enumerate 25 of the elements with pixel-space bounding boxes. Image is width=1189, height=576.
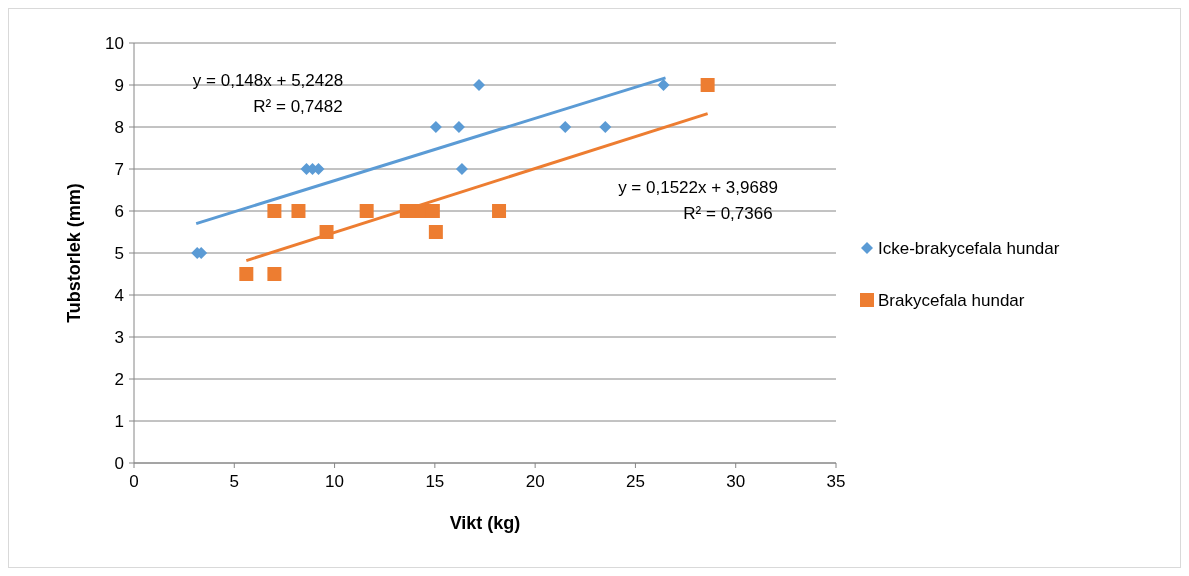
x-axis-title: Vikt (kg) (449, 513, 521, 533)
y-tick-label: 2 (114, 369, 124, 389)
y-tick-label: 1 (114, 411, 124, 431)
y-tick-label: 6 (114, 201, 124, 221)
y-tick-label: 9 (114, 75, 124, 95)
y-tick-label: 5 (114, 243, 124, 263)
x-tick-label: 35 (826, 472, 846, 491)
y-tick-label: 8 (114, 117, 124, 137)
x-tick-label: 0 (129, 472, 139, 491)
x-tick-label: 30 (726, 472, 746, 491)
annotation: y = 0,148x + 5,2428 R² = 0,7482 (192, 71, 344, 116)
x-tick-label: 25 (625, 472, 645, 491)
x-tick-label: 15 (425, 472, 445, 491)
x-tick-label: 10 (325, 472, 345, 491)
annotation: y = 0,1522x + 3,9689 R² = 0,7366 (618, 178, 778, 223)
y-tick-label: 4 (114, 285, 124, 305)
y-tick-label: 0 (114, 453, 124, 473)
x-tick-label: 5 (229, 472, 240, 491)
y-tick-label: 10 (105, 33, 124, 53)
legend-label: Icke-brakycefala hundar (878, 238, 1060, 258)
legend-label: Brakycefala hundar (878, 290, 1025, 310)
x-tick-label: 20 (525, 472, 545, 491)
y-tick-label: 3 (114, 327, 124, 347)
y-axis-title: Tubstorlek (mm) (64, 183, 84, 323)
y-tick-label: 7 (114, 159, 124, 179)
